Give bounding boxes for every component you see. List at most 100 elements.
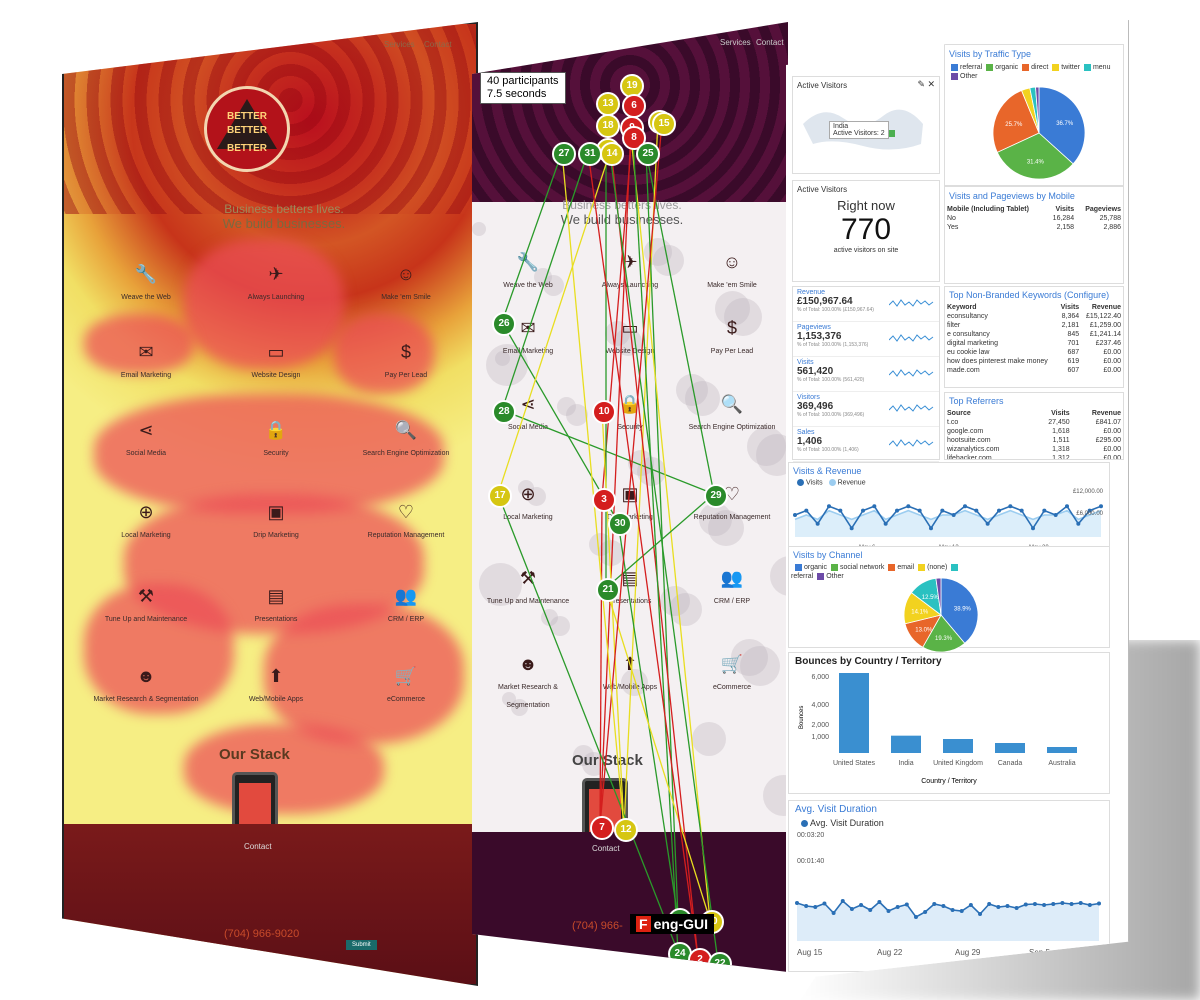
- service-tile[interactable]: ⚒ Tune Up and Maintenance: [86, 586, 206, 656]
- data-point: [951, 513, 956, 517]
- service-tile[interactable]: ⊕ Local Marketing: [86, 502, 206, 572]
- service-tile[interactable]: 🛒 eCommerce: [346, 666, 466, 736]
- service-tile[interactable]: 🔒 Security: [216, 420, 336, 490]
- tick-label: 00:03:20: [797, 832, 824, 839]
- x-axis-label: Country / Territory: [921, 778, 977, 785]
- keywords-card: Top Non-Branded Keywords (Configure) Key…: [944, 286, 1124, 388]
- service-tile[interactable]: ☺ Make 'em Smile: [346, 264, 466, 334]
- service-tile[interactable]: ♡ Reputation Management: [346, 502, 466, 572]
- service-tile[interactable]: ⬆ Web/Mobile Apps: [216, 666, 336, 736]
- table-cell: 1,511: [1052, 437, 1070, 444]
- column-header: Visits: [1060, 304, 1080, 311]
- data-point: [1031, 526, 1035, 531]
- table-cell: 701: [1067, 340, 1080, 347]
- service-tile[interactable]: ⋖ Social Media: [86, 420, 206, 490]
- data-point: [868, 908, 873, 912]
- saccade-line: [501, 409, 715, 495]
- kpi-row: Sales 1,406 % of Total: 100.00% (1,406): [793, 427, 939, 462]
- wrench-icon: 🔧: [134, 264, 158, 284]
- briefcase-icon: ▤: [267, 586, 285, 606]
- data-point: [813, 905, 818, 909]
- service-label: Always Launching: [247, 294, 305, 301]
- fixation-marker: 6: [622, 94, 646, 118]
- visits-revenue-chart: May 6May 13May 20£12,000.00£6,000.00: [793, 489, 1104, 551]
- mobile-table: Mobile (Including Tablet) Visits Pageviews…: [945, 205, 1123, 232]
- service-tile[interactable]: 🔧 Weave the Web: [86, 264, 206, 334]
- service-label: Search Engine Optimization: [362, 450, 450, 457]
- submit-button[interactable]: Submit: [346, 940, 377, 950]
- close-icon[interactable]: ✕: [927, 79, 935, 89]
- card-title: Top Referrers: [949, 396, 1004, 406]
- data-point: [804, 508, 809, 513]
- nav-contact[interactable]: Contact: [424, 40, 452, 49]
- slice-label: 19.3%: [935, 636, 953, 642]
- service-tile[interactable]: 👥 CRM / ERP: [684, 568, 780, 638]
- service-tile[interactable]: ▤ Presentations: [216, 586, 336, 656]
- service-tile[interactable]: 🔧 Weave the Web: [480, 252, 576, 322]
- fixation-marker: 10: [592, 400, 616, 424]
- table-cell: wizanalytics.com: [947, 446, 1000, 453]
- legend-label: menu: [1092, 64, 1111, 71]
- table-cell: 2,886: [1103, 224, 1121, 231]
- pie-legend: referral organic direct twitter menu Other: [947, 63, 1123, 81]
- right-now-card: Active Visitors Right now 770 active vis…: [792, 180, 940, 282]
- service-tile[interactable]: ▣ Drip Marketing: [216, 502, 336, 572]
- tick-label: £12,000.00: [1073, 489, 1104, 495]
- edit-icon[interactable]: ✎: [917, 79, 925, 89]
- better-logo: BETTER BETTER BETTER: [204, 86, 290, 172]
- service-tile[interactable]: ☻ Market Research & Segmentation: [86, 666, 206, 736]
- service-label: Social Media: [125, 450, 167, 457]
- map-pin-icon: ⊕: [520, 484, 536, 504]
- service-tile[interactable]: 🔒 Security: [582, 394, 678, 464]
- table-cell: lifehacker.com: [947, 455, 992, 460]
- data-point: [904, 902, 909, 907]
- service-tile[interactable]: ⚒ Tune Up and Maintenance: [480, 568, 576, 638]
- data-point: [985, 521, 990, 526]
- legend-label: referral: [960, 64, 983, 71]
- nav-services[interactable]: Services: [384, 40, 415, 49]
- service-tile[interactable]: $ Pay Per Lead: [346, 342, 466, 412]
- service-tile[interactable]: 🛒 eCommerce: [684, 654, 780, 724]
- service-label: Website Design: [251, 372, 301, 379]
- service-tile[interactable]: ▭ Website Design: [216, 342, 336, 412]
- nav-contact[interactable]: Contact: [756, 38, 784, 47]
- data-point: [849, 907, 854, 911]
- service-tile[interactable]: ☺ Make 'em Smile: [684, 252, 780, 322]
- service-label: Website Design: [605, 348, 655, 355]
- tick-label: Aug 15: [797, 948, 823, 957]
- service-label: Drip Marketing: [253, 532, 299, 539]
- service-tile[interactable]: ✈ Always Launching: [216, 264, 336, 334]
- kpi-label: Visits: [797, 359, 814, 366]
- service-tile[interactable]: $ Pay Per Lead: [684, 318, 780, 388]
- users-icon: 👥: [720, 568, 744, 588]
- service-tile[interactable]: ✉ Email Marketing: [480, 318, 576, 388]
- cart-icon: 🛒: [394, 666, 418, 686]
- table-cell: 27,450: [1048, 419, 1070, 426]
- nav-services[interactable]: Services: [720, 38, 751, 47]
- service-tile[interactable]: ☻ Market Research & Segmentation: [480, 654, 576, 724]
- data-point: [895, 508, 899, 513]
- tick-label: 6,000: [811, 674, 829, 681]
- service-label: Presentations: [254, 616, 298, 623]
- service-tile[interactable]: 👥 CRM / ERP: [346, 586, 466, 656]
- phone-number[interactable]: (704) 966-: [572, 920, 623, 932]
- keywords-table: Keyword Visits Revenue econsultancy 8,364 £15…: [945, 303, 1123, 375]
- pie-legend: organic social network email (none) referral…: [791, 563, 981, 581]
- service-tile[interactable]: ⊕ Local Marketing: [480, 484, 576, 554]
- bounces-card: Bounces by Country / Territory United St…: [788, 652, 1110, 794]
- legend-label: (none): [927, 564, 948, 571]
- service-tile[interactable]: 🔍 Search Engine Optimization: [684, 394, 780, 464]
- saccade-line: [599, 103, 633, 827]
- fixation-marker: 28: [492, 400, 516, 424]
- service-tile[interactable]: ♡ Reputation Management: [684, 484, 780, 554]
- service-tile[interactable]: ✈ Always Launching: [582, 252, 678, 322]
- plane-icon: ✈: [622, 252, 638, 272]
- data-point: [1023, 902, 1028, 907]
- service-tile[interactable]: 🔍 Search Engine Optimization: [346, 420, 466, 490]
- series-line: [794, 505, 1102, 530]
- our-stack-title: Our Stack: [572, 752, 643, 769]
- data-point: [1051, 902, 1056, 906]
- phone-number[interactable]: (704) 966-9020: [224, 928, 300, 940]
- service-tile[interactable]: ✉ Email Marketing: [86, 342, 206, 412]
